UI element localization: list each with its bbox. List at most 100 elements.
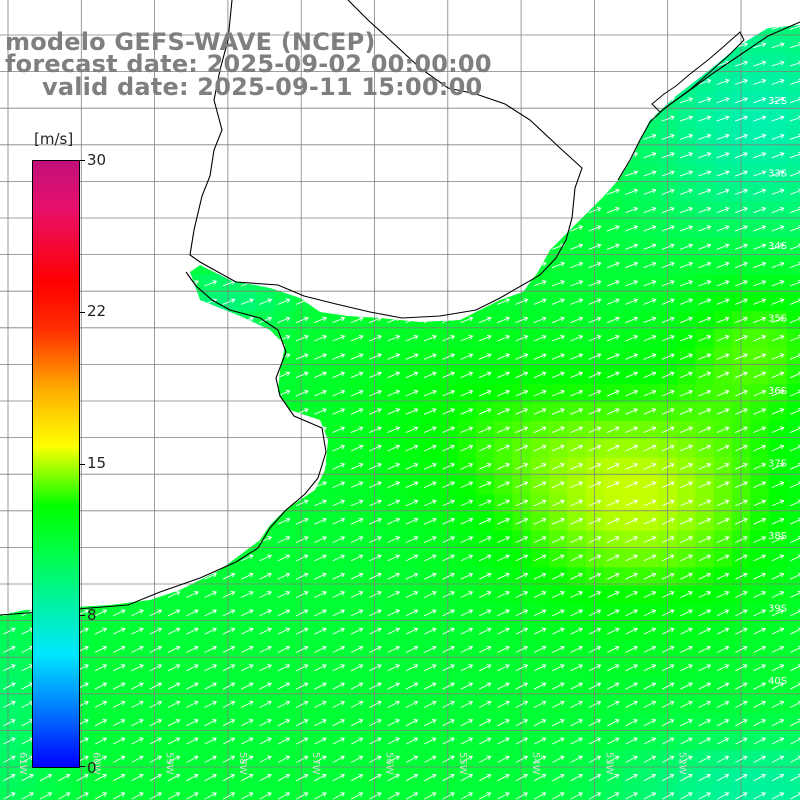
wind-arrow [259,334,273,342]
wind-arrow [515,298,529,305]
wind-arrow [259,682,272,690]
wind-speed-cell [128,256,147,276]
wind-arrow [680,316,694,324]
wind-arrow [607,792,620,800]
wind-speed-cell [585,109,605,129]
wind-arrow [405,152,419,159]
latitude-label: 32S [768,96,787,107]
wind-speed-cell [366,274,385,294]
wind-arrow [643,719,657,727]
wind-arrow [460,572,474,580]
wind-arrow [570,371,584,379]
wind-arrow [94,536,108,544]
wind-arrow [295,115,309,122]
wind-arrow [570,426,584,434]
wind-speed-cell [494,146,513,166]
wind-arrow [259,554,272,562]
wind-arrow [460,334,474,342]
wind-speed-cell [146,146,166,166]
wind-arrow [387,536,401,544]
wind-arrow [606,243,620,250]
wind-speed-cell [128,402,147,422]
wind-arrow [680,554,693,562]
wind-arrow [185,115,200,122]
wind-speed-cell [311,219,330,239]
wind-arrow [332,499,346,507]
wind-arrow [643,426,657,434]
wind-arrow [442,481,456,489]
wind-arrow [753,152,767,159]
wind-speed-cell [256,420,276,440]
wind-arrow [679,60,694,67]
wind-arrow [94,664,108,672]
wind-arrow [753,389,767,397]
wind-arrow [3,444,16,452]
wind-arrow [789,499,800,507]
wind-speed-cell [292,786,312,800]
wind-arrow [368,206,382,214]
wind-arrow [533,280,547,287]
wind-speed-cell [201,366,221,385]
wind-arrow [771,115,785,122]
wind-arrow [771,133,785,140]
wind-arrow [442,188,456,195]
wind-speed-cell [311,439,330,459]
wind-speed-cell [0,219,19,239]
wind-arrow [314,737,327,745]
wind-speed-cell [549,128,568,147]
wind-arrow [533,444,547,452]
wind-speed-cell [128,164,147,184]
wind-speed-cell [530,25,550,38]
wind-speed-cell [402,201,422,221]
wind-arrow [131,481,144,489]
wind-speed-cell [769,0,788,19]
wind-speed-cell [420,183,440,202]
wind-arrow [405,609,419,617]
wind-arrow [734,60,749,67]
wind-arrow [222,115,236,122]
wind-speed-cell [457,146,477,166]
wind-arrow [533,133,547,140]
wind-arrow [222,206,236,214]
wind-speed-cell [402,146,422,166]
wind-arrow [771,243,785,250]
wind-arrow [167,499,181,507]
wind-arrow [204,755,217,763]
wind-arrow [167,243,181,250]
wind-arrow [789,462,800,470]
wind-arrow [734,280,748,287]
wind-arrow [186,627,199,635]
wind-arrow [332,261,346,269]
wind-arrow [387,426,401,434]
wind-arrow [588,572,602,580]
wind-speed-cell [91,494,111,513]
wind-arrow [387,773,400,782]
wind-speed-cell [549,73,568,93]
wind-arrow [771,773,785,782]
wind-speed-cell [201,201,221,221]
wind-arrow [131,755,144,763]
wind-arrow [186,645,199,653]
wind-arrow [606,389,620,397]
wind-arrow [277,737,291,745]
wind-arrow [716,773,730,782]
wind-arrow [570,773,583,782]
wind-arrow [661,444,675,452]
wind-arrow [204,499,218,507]
wind-arrow [478,280,492,287]
wind-speed-cell [128,219,147,239]
wind-arrow [94,773,108,782]
wind-arrow [149,6,161,11]
wind-arrow [368,243,382,250]
wind-speed-cell [128,237,147,257]
wind-arrow [533,700,547,708]
wind-arrow [387,755,400,763]
wind-arrow [149,152,163,159]
wind-arrow [423,243,437,250]
wind-arrow [643,682,657,690]
wind-speed-cell [402,183,422,202]
wind-speed-cell [219,475,239,495]
wind-arrow [753,773,766,782]
wind-arrow [588,773,602,782]
wind-arrow [387,298,401,305]
